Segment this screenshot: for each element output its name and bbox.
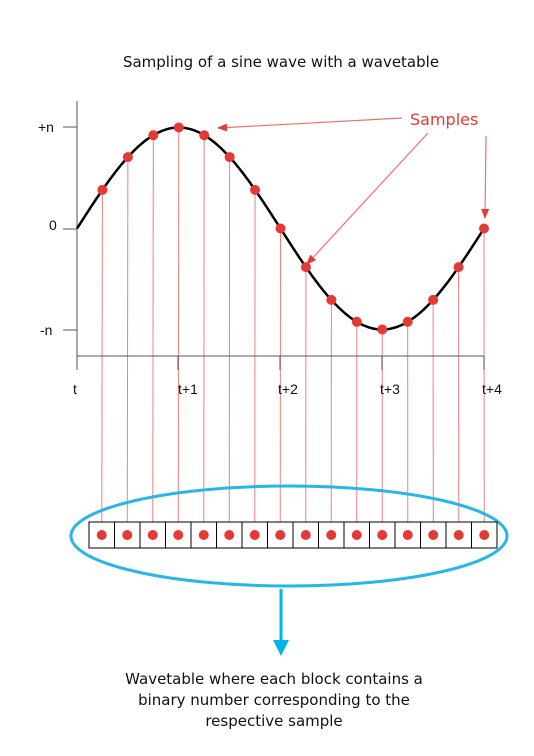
diagram-title: Sampling of a sine wave with a wavetable	[123, 53, 439, 71]
guide-line	[126, 157, 129, 536]
down-arrow-icon	[273, 589, 289, 656]
wavetable-ellipse	[69, 484, 509, 588]
y-label-bottom: -n	[40, 322, 52, 338]
sample-point	[173, 122, 184, 133]
wavetable-block-sample	[122, 530, 133, 540]
caption-line-2: binary number corresponding to the	[138, 691, 410, 709]
wavetable-block-sample	[377, 530, 388, 540]
x-label-t4: t+4	[482, 381, 502, 397]
x-label-t2: t+2	[278, 381, 298, 397]
wavetable-block-sample	[275, 530, 286, 540]
guide-line	[101, 189, 103, 536]
wavetable-block-sample	[453, 530, 464, 540]
sample-guide-lines	[101, 127, 485, 536]
x-label-t3: t+3	[380, 381, 400, 397]
sample-point	[275, 223, 286, 234]
annotation-arrow-2	[306, 132, 429, 265]
wavetable-block-sample	[402, 530, 413, 540]
wavetable-block-sample	[173, 530, 184, 540]
sample-point	[250, 184, 261, 195]
caption-line-1: Wavetable where each block contains a	[125, 670, 423, 688]
sample-point	[453, 262, 464, 273]
guide-line	[152, 135, 154, 536]
sample-point	[326, 294, 337, 305]
sample-point	[199, 130, 210, 141]
wavetable-block-sample	[428, 530, 439, 540]
annotation-arrow-1	[217, 117, 403, 132]
guide-line	[177, 127, 180, 536]
sample-point	[377, 324, 388, 335]
sample-point	[224, 152, 235, 163]
sample-point	[428, 294, 439, 305]
wavetable-block-sample	[249, 530, 260, 540]
wavetable-block-sample	[326, 530, 337, 540]
samples-annotation-arrows	[217, 117, 490, 265]
wavetable-block	[216, 521, 243, 549]
wavetable-block-sample	[96, 530, 107, 540]
y-label-top: +n	[38, 119, 54, 135]
wavetable-block-sample	[351, 530, 362, 540]
sample-point	[122, 152, 133, 163]
wavetable-block-sample	[198, 530, 209, 540]
samples-annotation-label: Samples	[410, 110, 478, 129]
sample-point	[402, 316, 413, 327]
sample-points	[97, 122, 489, 335]
sample-point	[300, 262, 311, 273]
wavetable-block-sample	[479, 530, 490, 540]
wavetable	[88, 521, 498, 549]
sample-point	[351, 316, 362, 327]
wavetable-block-sample	[147, 530, 158, 540]
annotation-arrow-3	[481, 135, 490, 219]
sample-point	[148, 130, 159, 141]
x-label-t1: t+1	[178, 381, 198, 397]
wavetable-block-sample	[224, 530, 235, 540]
caption-line-3: respective sample	[205, 712, 342, 730]
wavetable-block-sample	[300, 530, 311, 540]
x-label-t: t	[73, 381, 77, 397]
y-label-zero: 0	[49, 217, 57, 233]
sample-point	[97, 184, 108, 195]
sample-point	[479, 223, 489, 234]
